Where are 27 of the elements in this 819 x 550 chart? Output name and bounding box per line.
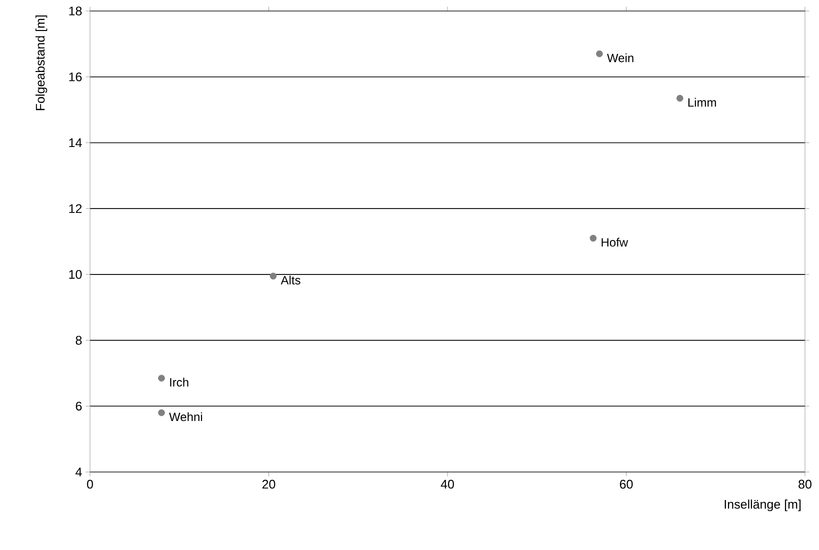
point <box>158 374 165 382</box>
x-tick-label: 60 <box>620 480 633 489</box>
point <box>158 409 165 416</box>
annotation: Irch <box>170 378 188 387</box>
point <box>676 94 684 102</box>
x-tick-label: 40 <box>440 480 454 489</box>
x-tick-label: 80 <box>798 480 812 489</box>
point <box>596 50 603 58</box>
annotation: Alts <box>280 276 300 284</box>
y-tick-label: 18 <box>69 6 82 16</box>
x-axis-title: Insellänge [m] <box>724 500 801 512</box>
y-tick-label: 8 <box>76 336 82 345</box>
x-tick-label: 0 <box>87 480 93 489</box>
y-tick-label: 10 <box>69 270 82 279</box>
y-tick-label: 14 <box>69 138 82 148</box>
annotation: Wein <box>607 53 634 62</box>
annotation: Hofw <box>602 238 628 247</box>
y-tick-label: 6 <box>76 402 82 411</box>
y-tick-label: 12 <box>69 204 82 213</box>
annotation: Wehni <box>169 412 202 422</box>
y-tick-label: 16 <box>69 72 82 82</box>
y-tick-label: 4 <box>76 468 82 476</box>
point <box>270 272 277 280</box>
y-axis-title: Folgeabstand [m] <box>35 15 48 110</box>
annotation: Limm <box>688 98 716 107</box>
point <box>590 234 597 242</box>
x-tick-label: 20 <box>262 480 276 489</box>
